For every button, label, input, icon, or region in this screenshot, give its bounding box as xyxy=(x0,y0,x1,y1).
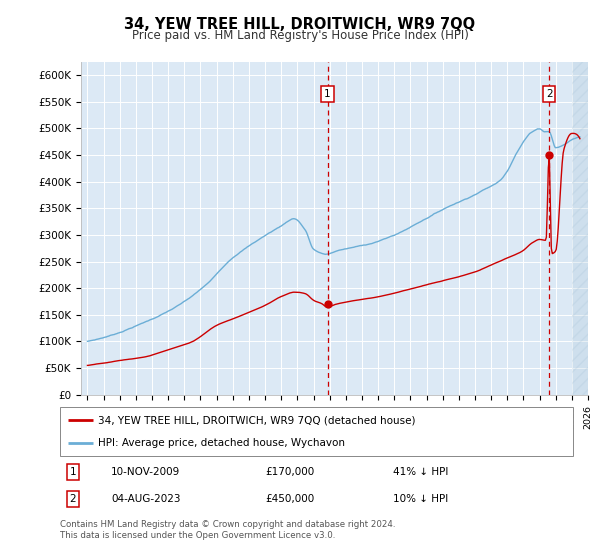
Text: 04-AUG-2023: 04-AUG-2023 xyxy=(112,494,181,505)
Text: 2: 2 xyxy=(546,88,553,99)
Text: HPI: Average price, detached house, Wychavon: HPI: Average price, detached house, Wych… xyxy=(98,438,346,448)
Text: 2: 2 xyxy=(70,494,76,505)
Bar xyxy=(572,62,596,395)
Text: 1: 1 xyxy=(324,88,331,99)
Text: 10-NOV-2009: 10-NOV-2009 xyxy=(112,467,181,477)
Text: £170,000: £170,000 xyxy=(265,467,314,477)
FancyBboxPatch shape xyxy=(60,407,573,456)
Text: 34, YEW TREE HILL, DROITWICH, WR9 7QQ: 34, YEW TREE HILL, DROITWICH, WR9 7QQ xyxy=(124,17,476,32)
Text: 41% ↓ HPI: 41% ↓ HPI xyxy=(394,467,449,477)
Text: 10% ↓ HPI: 10% ↓ HPI xyxy=(394,494,449,505)
Text: Price paid vs. HM Land Registry's House Price Index (HPI): Price paid vs. HM Land Registry's House … xyxy=(131,29,469,42)
Text: 1: 1 xyxy=(70,467,76,477)
Text: 34, YEW TREE HILL, DROITWICH, WR9 7QQ (detached house): 34, YEW TREE HILL, DROITWICH, WR9 7QQ (d… xyxy=(98,416,416,426)
Text: £450,000: £450,000 xyxy=(265,494,314,505)
Text: Contains HM Land Registry data © Crown copyright and database right 2024.
This d: Contains HM Land Registry data © Crown c… xyxy=(60,520,395,540)
